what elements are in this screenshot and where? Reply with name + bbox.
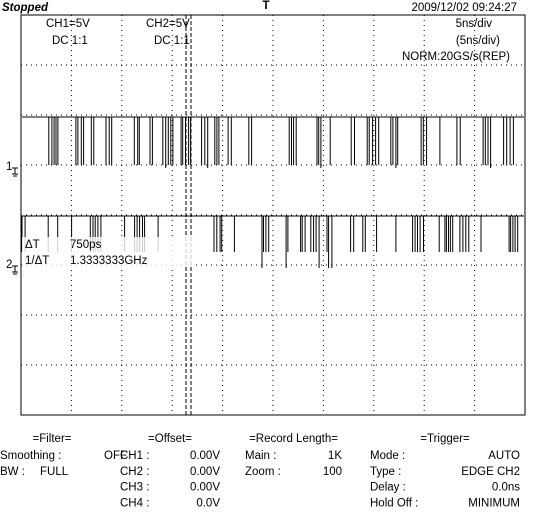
panel-label: CH4 : (120, 497, 149, 509)
panel-label: BW : (0, 466, 25, 478)
panel-value: FULL (40, 466, 69, 478)
panel-label: CH2 : (120, 466, 149, 478)
panel-value: EDGE CH2 (461, 466, 520, 478)
ch2-marker: 2 (6, 259, 12, 271)
panel-label: Delay : (370, 482, 406, 494)
dt-label: ΔT (25, 239, 40, 251)
panel-title: =Trigger= (420, 433, 470, 445)
panel-value: 0.00V (190, 450, 220, 462)
status: Stopped (2, 2, 49, 14)
panel-label: Zoom : (245, 466, 281, 478)
timebase-zoom: (5ns/div) (456, 35, 500, 47)
sample-mode: NORM:20GS/s(REP) (402, 51, 510, 63)
panel-value: MINIMUM (468, 497, 520, 509)
panel-title: =Record Length= (249, 433, 338, 445)
panel-label: Type : (370, 466, 401, 478)
trigger-marker: T (262, 0, 269, 12)
panel-value: 0.00V (190, 466, 220, 478)
ch1-coupling: DC 1:1 (52, 35, 88, 47)
panel-label: CH3 : (120, 482, 149, 494)
inv-dt-value: 1.3333333GHz (70, 255, 148, 267)
panel-label: Smoothing : (0, 450, 61, 462)
panel-value: AUTO (488, 450, 520, 462)
waveforms (21, 116, 524, 268)
panel-label: Mode : (370, 450, 405, 462)
graticule (20, 14, 526, 416)
panel-value: 0.00V (190, 482, 220, 494)
settings-panels: =Filter= Smoothing : OFF BW : FULL =Offset= CH… (0, 433, 520, 509)
panel-label: Main : (245, 450, 276, 462)
dt-value: 750ps (70, 239, 102, 251)
panel-title: =Offset= (148, 433, 192, 445)
panel-value: 0.0ns (492, 482, 520, 494)
panel-label: CH1 : (120, 450, 149, 462)
panel-value: 0.0V (196, 497, 220, 509)
panel-value: 100 (323, 466, 342, 478)
readout-bg (22, 237, 192, 267)
panel-value: OFF (104, 450, 127, 462)
timebase: 5ns/div (456, 18, 493, 30)
ch1-scale: CH1=5V (46, 18, 90, 30)
waveform (21, 215, 524, 268)
ch2-coupling: DC 1:1 (154, 35, 190, 47)
datetime: 2009/12/02 09:24:27 (411, 2, 517, 14)
ground-symbol (12, 265, 18, 275)
waveform (22, 116, 524, 168)
inv-dt-label: 1/ΔT (25, 255, 49, 267)
ch2-scale: CH2=5V (146, 18, 190, 30)
panel-label: Hold Off : (370, 497, 418, 509)
ch1-marker: 1 (6, 161, 12, 173)
panel-value: 1K (328, 450, 342, 462)
panel-title: =Filter= (33, 433, 72, 445)
ground-symbol (12, 167, 18, 177)
